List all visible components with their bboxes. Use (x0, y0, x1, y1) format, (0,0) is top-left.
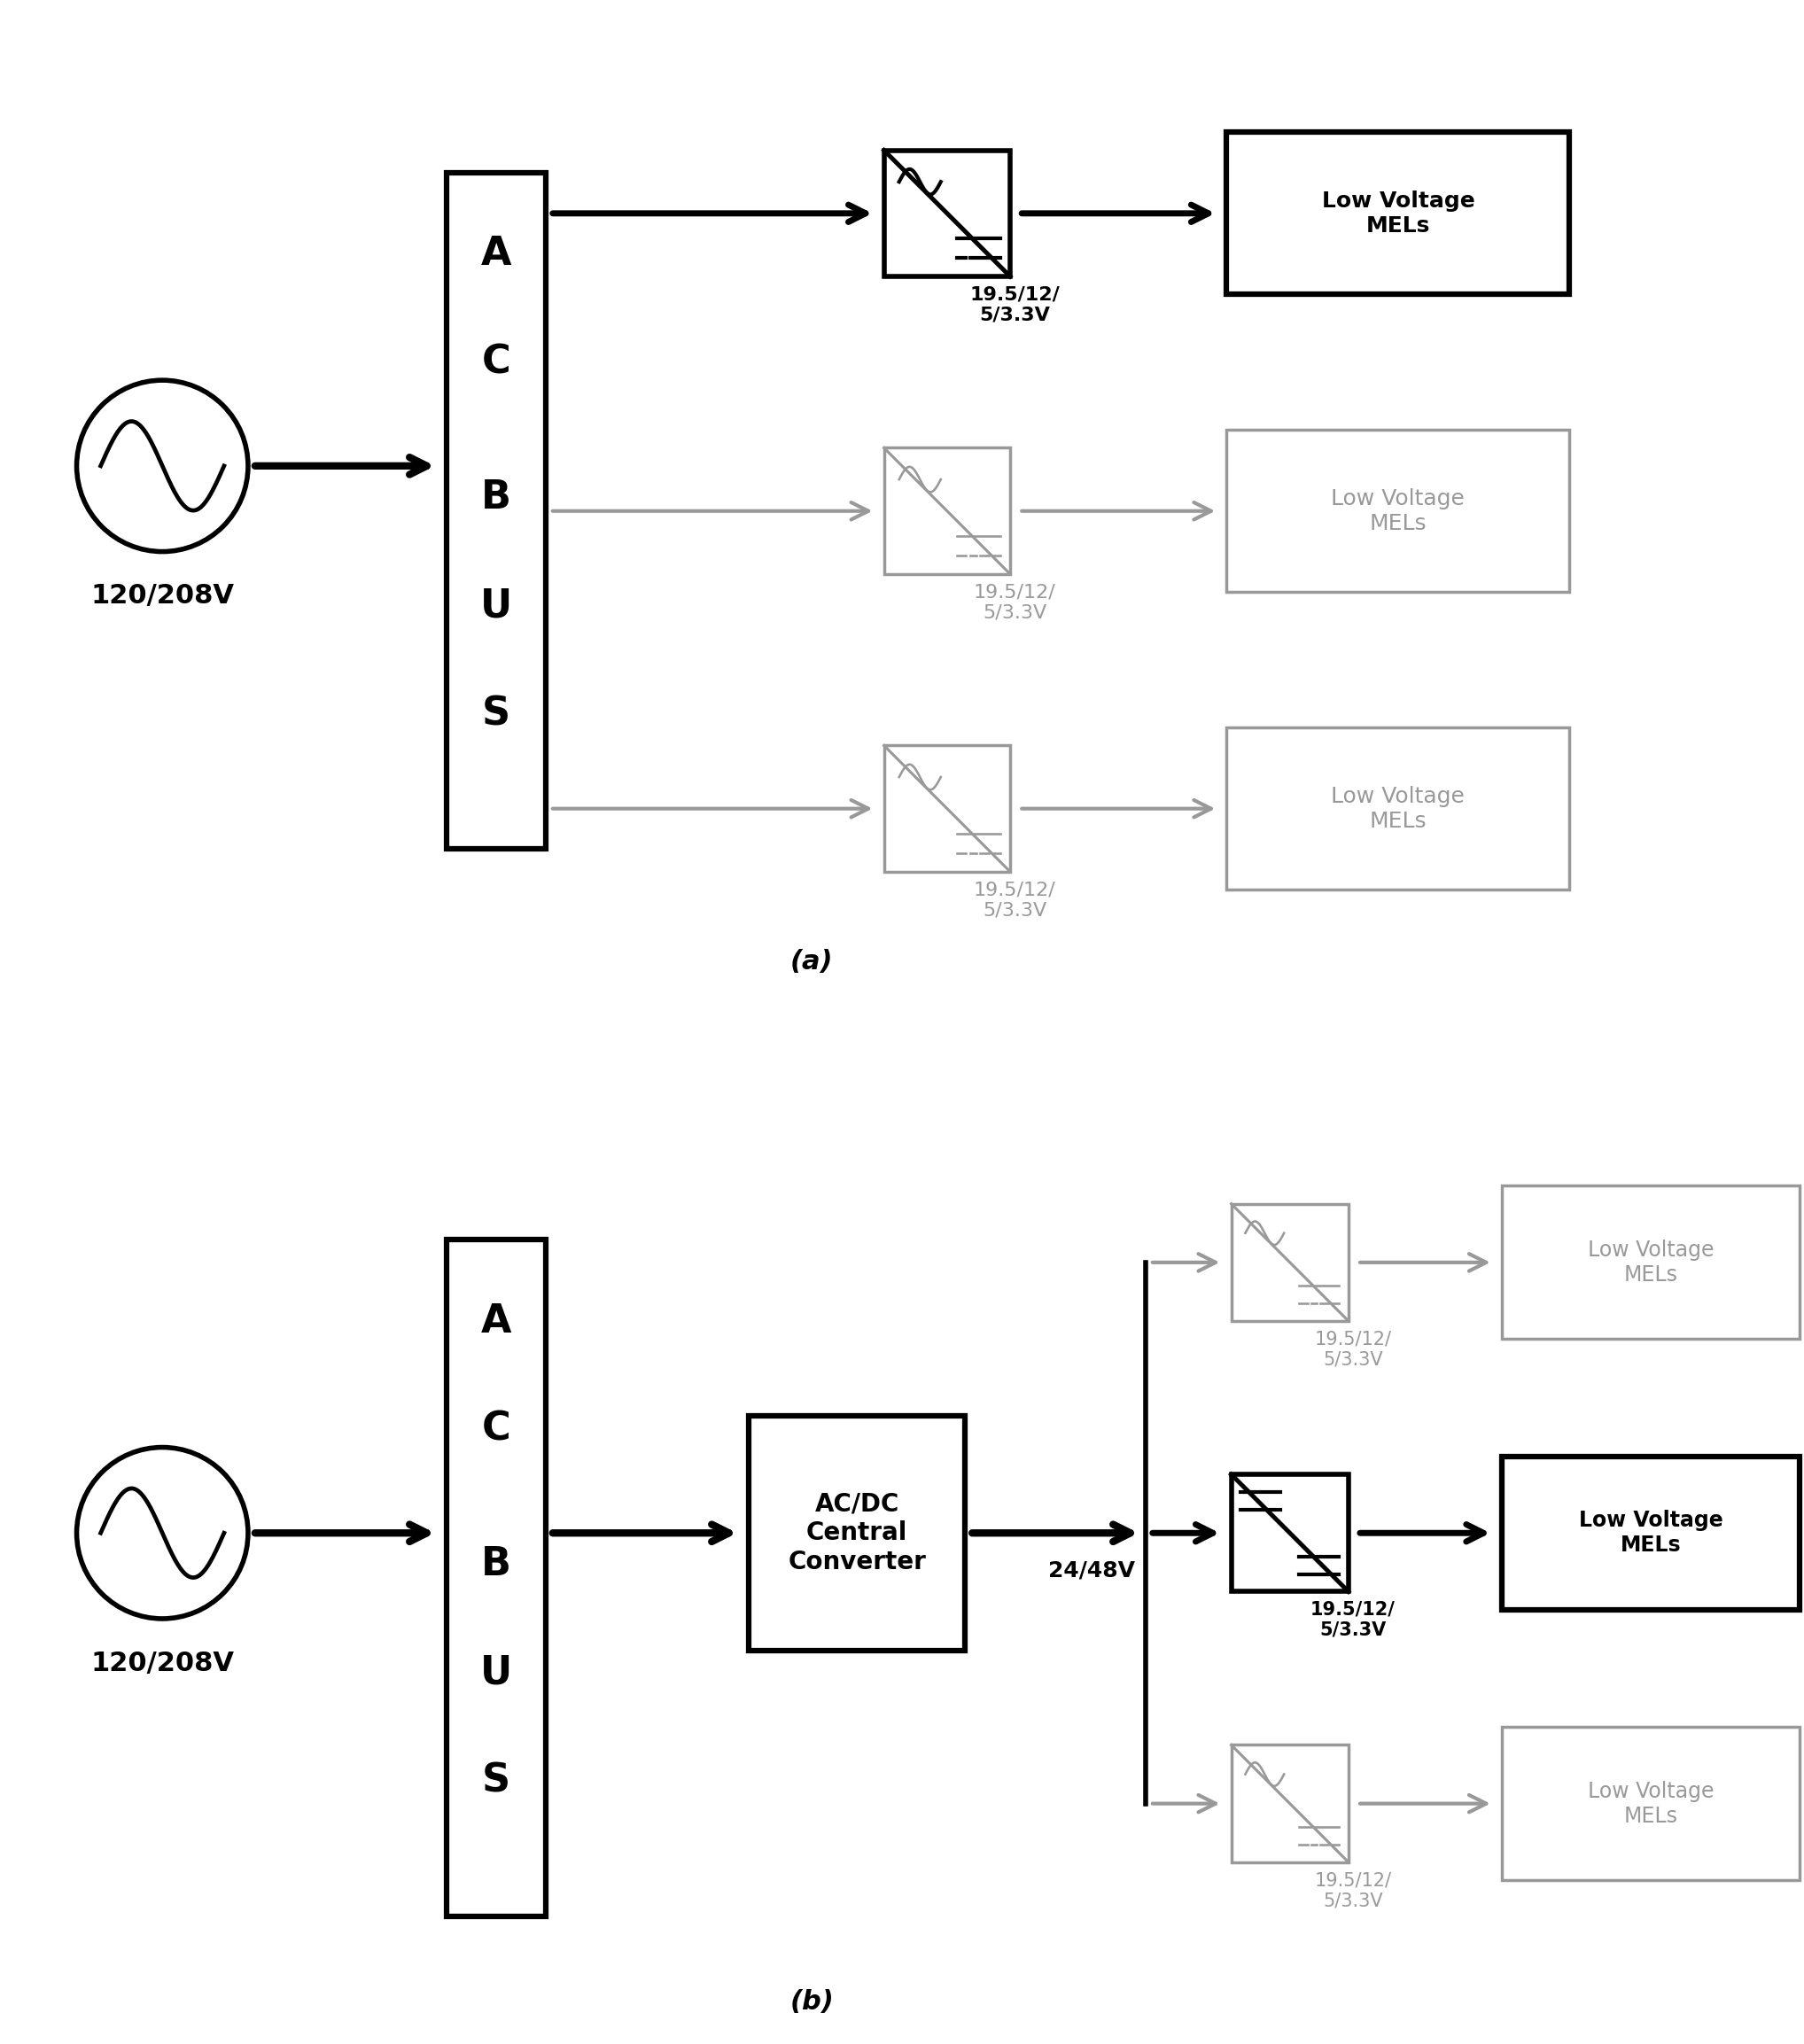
Bar (447, 1241, 547, 1917)
Text: A: A (482, 1302, 511, 1341)
Text: 19.5/12/
5/3.3V: 19.5/12/ 5/3.3V (1315, 1331, 1391, 1367)
Text: Low Voltage
MELs: Low Voltage MELs (1331, 785, 1465, 832)
Text: 19.5/12/
5/3.3V: 19.5/12/ 5/3.3V (1315, 1870, 1391, 1909)
Text: Low Voltage
MELs: Low Voltage MELs (1578, 1511, 1723, 1555)
Text: Low Voltage
MELs: Low Voltage MELs (1588, 1239, 1714, 1286)
Text: S: S (482, 695, 511, 734)
Bar (1227, 728, 1569, 889)
Text: 120/208V: 120/208V (90, 1650, 235, 1676)
Bar (1503, 1455, 1800, 1611)
Text: Low Voltage
MELs: Low Voltage MELs (1331, 489, 1465, 533)
Bar (1503, 1186, 1800, 1339)
Text: 19.5/12/
5/3.3V: 19.5/12/ 5/3.3V (1310, 1600, 1396, 1639)
Text: B: B (482, 1545, 511, 1584)
Text: 19.5/12/
5/3.3V: 19.5/12/ 5/3.3V (971, 286, 1059, 323)
Text: Low Voltage
MELs: Low Voltage MELs (1588, 1780, 1714, 1827)
Text: 120/208V: 120/208V (90, 583, 235, 609)
Text: 19.5/12/
5/3.3V: 19.5/12/ 5/3.3V (974, 583, 1055, 621)
Text: Low Voltage
MELs: Low Voltage MELs (1322, 190, 1474, 237)
Bar (1230, 1474, 1349, 1592)
Bar (1503, 1727, 1800, 1880)
Text: (b): (b) (790, 1989, 833, 2015)
Text: 19.5/12/
5/3.3V: 19.5/12/ 5/3.3V (974, 881, 1055, 920)
Bar (884, 448, 1010, 574)
Bar (447, 174, 547, 848)
Text: S: S (482, 1762, 511, 1801)
Bar (1227, 133, 1569, 294)
Text: U: U (480, 1654, 512, 1692)
Bar (1230, 1204, 1349, 1320)
Text: AC/DC
Central
Converter: AC/DC Central Converter (788, 1492, 925, 1574)
Text: C: C (482, 1410, 511, 1449)
Text: U: U (480, 587, 512, 625)
Bar (749, 1416, 965, 1650)
Text: A: A (482, 235, 511, 274)
Bar (1230, 1746, 1349, 1862)
Bar (884, 746, 1010, 873)
Text: B: B (482, 478, 511, 517)
Bar (1227, 429, 1569, 593)
Bar (884, 149, 1010, 276)
Text: C: C (482, 343, 511, 382)
Text: (a): (a) (790, 948, 833, 975)
Text: 24/48V: 24/48V (1048, 1560, 1135, 1582)
